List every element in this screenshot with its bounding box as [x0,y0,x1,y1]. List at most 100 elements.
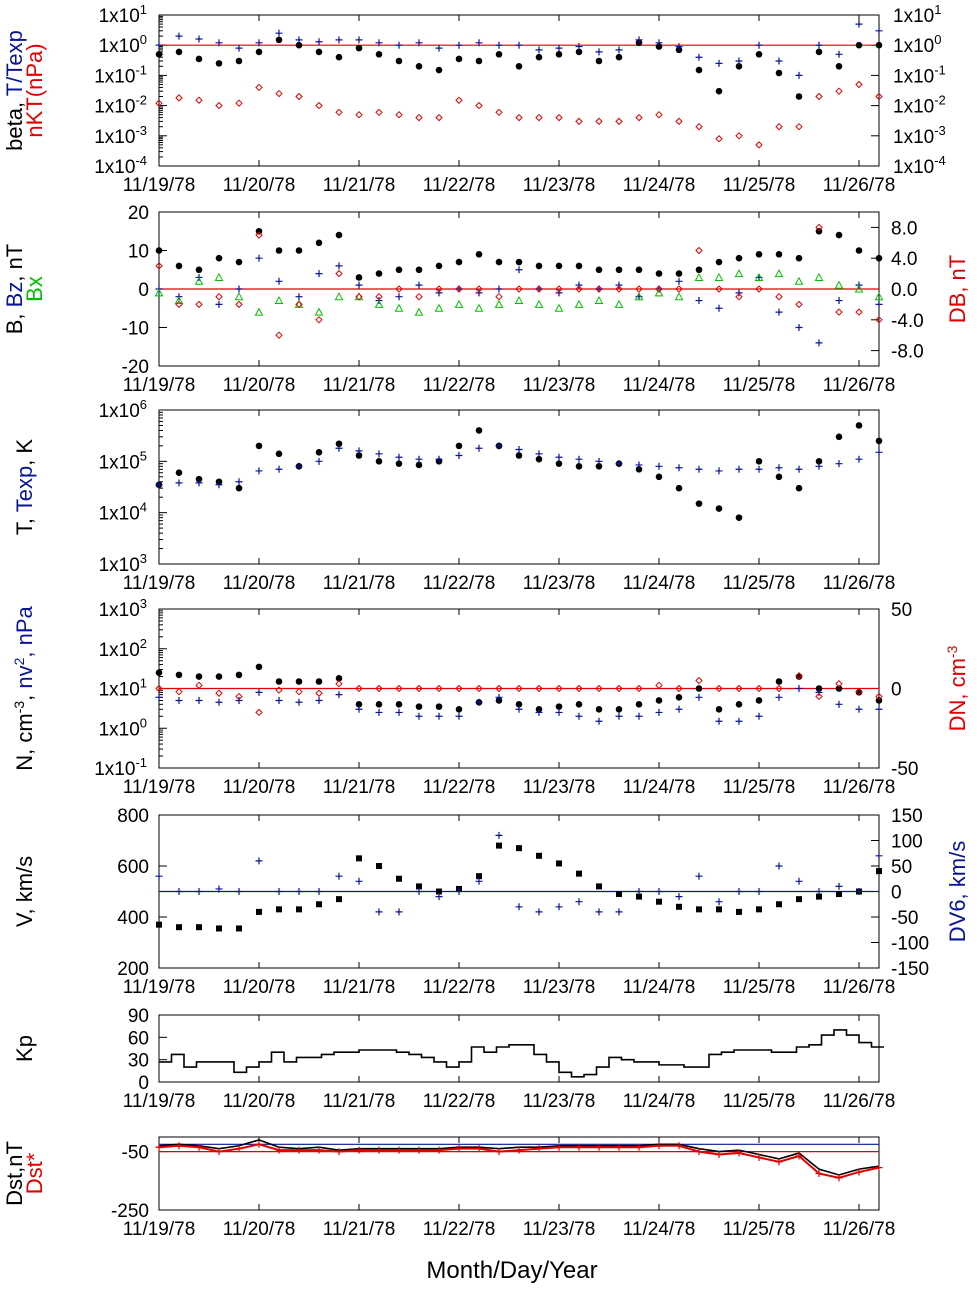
data-point [355,684,363,693]
y-tick-label: 1x10-3 [94,123,147,148]
y-tick-label-base: 1x10 [99,6,140,27]
data-point [835,63,843,70]
data-point [315,678,323,685]
data-point [855,41,863,49]
data-point [575,117,583,126]
y-axis-label-part: Dst,nT [2,1141,27,1206]
panel-B: 11/19/78 11/20/78 11/21/78 11/22/78 11/23/78… [2,203,970,396]
data-point [515,701,523,708]
y-tick-label: 1x103 [99,551,147,576]
y2-tick-label-base: 1x10 [893,66,934,87]
date-label: 11/21/78 [323,1091,396,1112]
data-point [735,717,743,725]
y-tick-label: -10 [122,319,149,340]
y2-tick-label-base: 1x10 [893,157,934,178]
data-point [495,285,503,293]
y-axis-label: V, km/s [12,856,37,927]
data-point [355,452,363,459]
data-point [295,678,303,685]
data-point [815,41,823,49]
data-point [854,284,864,293]
data-point [255,688,263,696]
data-point [275,331,283,339]
data-point [855,20,863,28]
data-point [595,266,603,274]
data-point [555,453,563,461]
data-point [154,288,164,297]
data-point [495,50,503,58]
data-point [735,888,743,895]
data-point [295,462,303,470]
y2-axis-label: DN, cm-3 [944,645,970,731]
data-point [834,280,844,289]
data-point [335,269,343,278]
y-axis-label-part: T, [12,512,37,535]
data-point [335,675,343,682]
data-point [415,1146,423,1154]
data-point [815,92,823,101]
y-tick-label: 1x10-2 [94,93,147,118]
data-point [356,855,362,862]
y-tick-label: 60 [128,1028,149,1049]
data-point [435,1146,443,1154]
data-point [455,442,463,450]
y-axis-label: Dst,nT [2,1141,27,1206]
data-point [675,285,683,293]
data-point [835,460,843,468]
panel-frame [158,14,880,167]
data-point [755,285,763,293]
data-point [155,99,163,107]
data-point [735,1149,743,1157]
y-tick-label-exp: -2 [135,93,147,108]
data-point [635,113,643,122]
data-point [255,83,263,92]
y-tick-label-exp: 2 [140,636,147,651]
y-tick-label-exp: -3 [135,123,147,138]
data-point [876,868,882,875]
y-tick-label-base: 1x10 [94,97,135,118]
data-point [756,906,762,913]
y-tick-label-base: 1x10 [94,759,135,780]
data-point [535,908,543,916]
data-point [815,685,823,692]
series-db [155,223,883,339]
data-point [275,277,283,285]
data-point [815,888,823,895]
data-point [235,484,243,492]
data-point [395,285,403,293]
data-point [375,39,383,47]
data-point [535,113,543,122]
data-point [715,135,723,143]
y2-tick-label: 1x100 [893,32,941,57]
series-t-texp [155,20,883,79]
date-label: 11/22/78 [423,1091,496,1112]
data-point [435,285,443,293]
data-point [415,455,423,463]
data-point [475,877,483,885]
data-point [775,684,783,693]
data-point [574,299,584,308]
data-point [815,458,823,465]
y2-axis-label-text: DV6, km/s [945,841,970,942]
data-point [355,705,363,713]
data-point [775,57,783,65]
data-point [215,60,223,67]
data-point [715,285,723,293]
data-point [655,462,663,470]
data-point [275,247,283,254]
date-label: 11/26/78 [823,573,896,594]
data-point [735,63,743,70]
data-point [475,444,483,452]
data-point [614,299,624,308]
date-label: 11/23/78 [523,375,596,396]
data-point [355,281,363,289]
data-point [514,295,524,305]
data-point [455,1145,463,1153]
data-point [335,108,343,117]
data-point [296,906,302,913]
data-point [315,448,323,456]
data-point [875,92,883,101]
data-point [535,1145,543,1153]
data-point [776,901,782,908]
series-b [155,227,883,281]
